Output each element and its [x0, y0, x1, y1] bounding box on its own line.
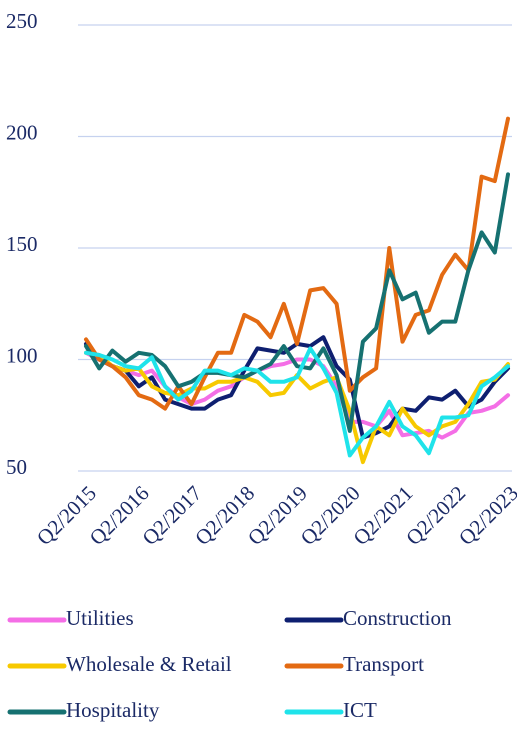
series-line — [84, 116, 510, 411]
series-line — [84, 346, 510, 458]
series-line — [84, 350, 510, 440]
y-tick-label: 250 — [6, 9, 38, 33]
legend-label: Hospitality — [66, 698, 160, 722]
series-line — [84, 350, 510, 465]
y-tick-label: 200 — [6, 120, 38, 144]
series-line — [84, 172, 510, 433]
legend-label: ICT — [343, 698, 377, 722]
series-line — [84, 335, 510, 440]
y-tick-label: 50 — [6, 455, 27, 479]
y-tick-label: 100 — [6, 343, 38, 367]
legend-label: Wholesale & Retail — [66, 652, 232, 676]
legend-label: Utilities — [66, 606, 134, 630]
y-tick-label: 150 — [6, 232, 38, 256]
legend-label: Transport — [343, 652, 424, 676]
legend-label: Construction — [343, 606, 452, 630]
